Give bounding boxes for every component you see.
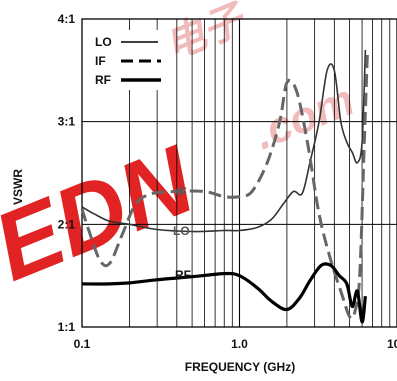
series-lines: [80, 49, 369, 324]
plot-frame: [81, 18, 397, 328]
grid: [82, 19, 397, 327]
edn-watermark: EDN .com 电子: [0, 0, 361, 301]
legend: LO IF RF: [89, 30, 171, 90]
y-tick-label: 1:1: [58, 320, 76, 334]
legend-label-lo: LO: [95, 35, 112, 49]
x-tick-label: 1.0: [231, 337, 248, 351]
series-if-line: [80, 49, 369, 320]
y-tick-label: 2:1: [58, 217, 76, 231]
y-tick-label: 3:1: [58, 115, 76, 129]
y-tick-labels: 1:1 2:1 3:1 4:1: [58, 12, 76, 334]
y-tick-label: 4:1: [58, 12, 76, 26]
legend-label-if: IF: [95, 54, 106, 68]
series-rf-line: [81, 262, 367, 324]
annotation-rf: RF: [175, 268, 191, 282]
annotation-lo: LO: [173, 224, 190, 238]
x-tick-label: 10: [387, 337, 397, 351]
legend-label-rf: RF: [95, 73, 111, 87]
x-tick-labels: 0.1 1.0 10: [74, 337, 397, 351]
y-axis-label: VSWR: [11, 169, 25, 205]
x-tick-label: 0.1: [74, 337, 91, 351]
watermark-sub: .com: [247, 75, 361, 159]
series-lo-line: [81, 49, 367, 233]
x-axis-label: FREQUENCY (GHz): [185, 360, 295, 374]
annotation-if: IF: [176, 185, 187, 199]
